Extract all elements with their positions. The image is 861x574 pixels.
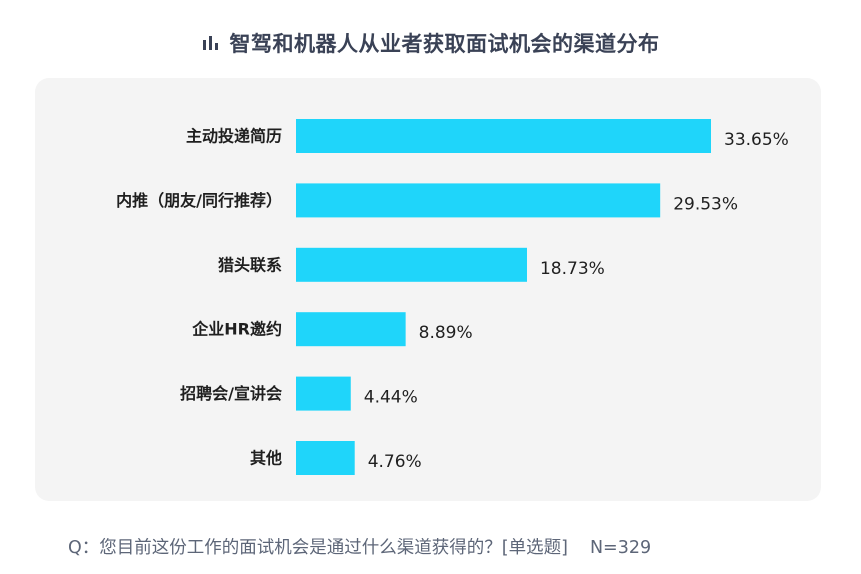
chart-title: 智驾和机器人从业者获取面试机会的渠道分布 <box>229 32 660 56</box>
bar <box>296 376 351 411</box>
value-label: 29.53% <box>673 194 738 214</box>
category-label: 猎头联系 <box>218 255 282 274</box>
chart-title-row: 智驾和机器人从业者获取面试机会的渠道分布 <box>0 26 861 60</box>
footnote-sample-size: N=329 <box>589 538 652 558</box>
bar <box>296 183 661 218</box>
category-label: 内推（朋友/同行推荐） <box>116 191 282 210</box>
value-label: 4.76% <box>368 452 422 472</box>
value-label: 33.65% <box>724 130 789 150</box>
category-label: 招聘会/宣讲会 <box>180 384 282 403</box>
bar <box>296 441 355 475</box>
footnote: Q：您目前这份工作的面试机会是通过什么渠道获得的？[单选题] N=329 <box>68 534 651 559</box>
value-label: 8.89% <box>419 323 473 343</box>
value-label: 18.73% <box>540 259 605 279</box>
bar <box>296 312 406 347</box>
bar <box>296 247 527 282</box>
category-label: 主动投递简历 <box>186 127 282 146</box>
bar <box>296 119 711 153</box>
category-label: 其他 <box>250 449 282 468</box>
bar-chart-icon <box>202 36 218 50</box>
category-label: 企业HR邀约 <box>191 320 282 339</box>
value-label: 4.44% <box>364 388 418 408</box>
footnote-question: Q：您目前这份工作的面试机会是通过什么渠道获得的？[单选题] <box>68 538 568 558</box>
